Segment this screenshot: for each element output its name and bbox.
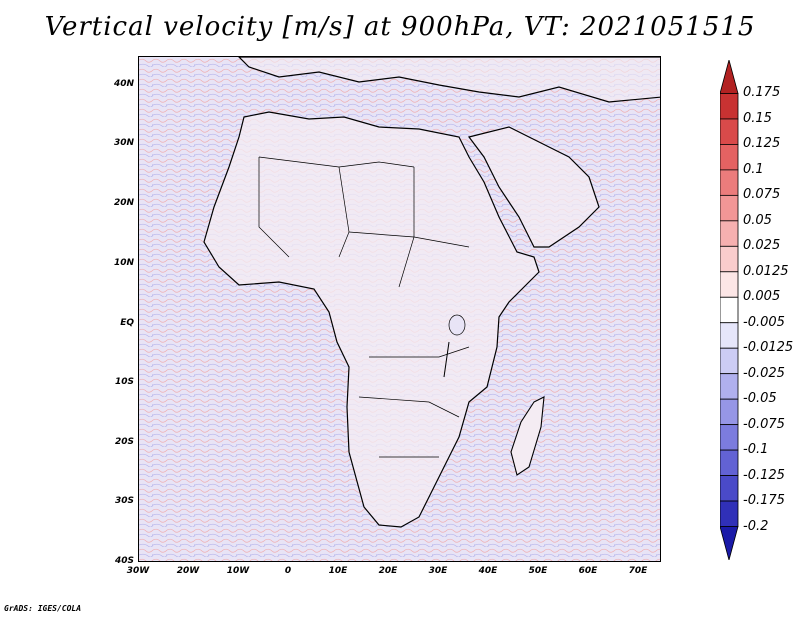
colorbar	[720, 60, 739, 560]
colorbar-segment	[720, 144, 739, 171]
colorbar-level-label: 0.0125	[743, 263, 789, 279]
colorbar-segment	[720, 194, 739, 222]
colorbar-level-label: -0.005	[743, 314, 785, 330]
colorbar-level-label: 0.175	[743, 85, 781, 101]
map-plot-area	[138, 56, 661, 562]
colorbar-level-label: -0.1	[743, 442, 769, 458]
lat-label: 20N	[113, 198, 134, 208]
lon-label: 70E	[628, 566, 648, 576]
colorbar-level-label: 0.15	[743, 110, 772, 126]
map-svg	[139, 57, 660, 561]
lon-label: 0	[284, 566, 292, 576]
footer-credit: GrADS: IGES/COLA	[4, 604, 82, 613]
lon-label: 10E	[328, 566, 348, 576]
colorbar-level-label: 0.1	[743, 161, 764, 177]
colorbar-segment	[720, 347, 739, 375]
colorbar-segment	[720, 245, 739, 273]
colorbar-level-label: 0.025	[743, 238, 781, 254]
lake-tanganyika	[443, 341, 450, 378]
lon-label: 20W	[176, 566, 200, 576]
lon-label: 40E	[478, 566, 498, 576]
lat-label: 10N	[113, 258, 134, 268]
lon-label: 20E	[378, 566, 398, 576]
lat-label: EQ	[120, 318, 134, 328]
lat-label: 10S	[114, 377, 134, 387]
colorbar-segment	[720, 373, 739, 400]
africa-outline	[203, 111, 540, 528]
colorbar-level-label: -0.2	[743, 518, 769, 534]
colorbar-level-label: -0.05	[743, 391, 777, 407]
colorbar-segment	[720, 93, 739, 120]
colorbar-segment	[720, 271, 739, 298]
lat-label: 30S	[114, 496, 134, 506]
colorbar-segment	[720, 296, 739, 324]
colorbar-level-label: -0.175	[743, 493, 785, 509]
colorbar-level-label: -0.125	[743, 467, 785, 483]
colorbar-level-label: 0.125	[743, 136, 781, 152]
lat-label: 40N	[113, 79, 134, 89]
madagascar-outline	[510, 396, 545, 476]
colorbar-segment	[720, 60, 739, 94]
lon-label: 30E	[428, 566, 448, 576]
colorbar-segment	[720, 322, 739, 349]
chart-title: Vertical velocity [m/s] at 900hPa, VT: 2…	[44, 12, 756, 42]
lake-victoria	[448, 314, 466, 336]
lat-label: 20S	[114, 437, 134, 447]
lat-label: 40S	[114, 556, 134, 566]
colorbar-segment	[720, 398, 739, 426]
colorbar-segment	[720, 220, 739, 247]
colorbar-level-label: 0.075	[743, 187, 781, 203]
lat-label: 30N	[113, 138, 134, 148]
colorbar-level-label: -0.0125	[743, 340, 794, 356]
lon-label: 10W	[226, 566, 250, 576]
colorbar-segment	[720, 526, 739, 560]
lon-label: 60E	[578, 566, 598, 576]
arabia-outline	[467, 126, 600, 248]
colorbar-level-label: -0.025	[743, 365, 785, 381]
colorbar-level-label: 0.005	[743, 289, 781, 305]
lon-label: 30W	[126, 566, 150, 576]
colorbar-level-label: -0.075	[743, 416, 785, 432]
lon-label: 50E	[528, 566, 548, 576]
colorbar-segment	[720, 424, 739, 451]
colorbar-segment	[720, 475, 739, 502]
colorbar-segment	[720, 500, 739, 527]
colorbar-segment	[720, 118, 739, 145]
colorbar-level-label: 0.05	[743, 212, 772, 228]
colorbar-segment	[720, 449, 739, 476]
europe-outline	[238, 57, 660, 103]
country-borders	[258, 156, 470, 458]
colorbar-segment	[720, 169, 739, 196]
